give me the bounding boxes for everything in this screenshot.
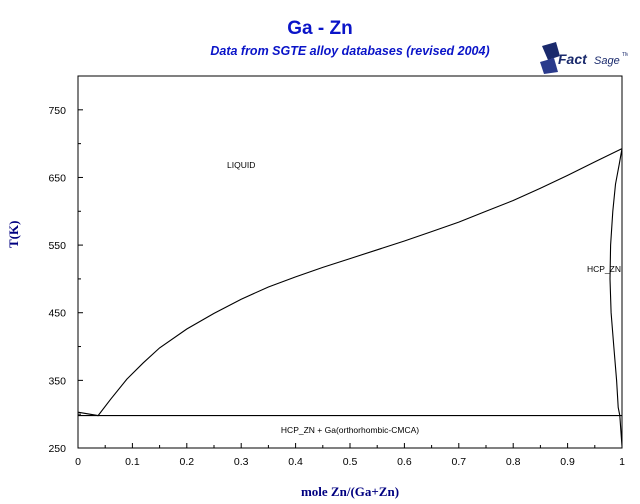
x-tick-label: 0.3	[234, 456, 249, 468]
x-tick-label: 0.5	[343, 456, 358, 468]
x-tick-label: 0.1	[125, 456, 140, 468]
y-tick-label: 550	[48, 240, 66, 252]
chart-subtitle: Data from SGTE alloy databases (revised …	[210, 44, 490, 58]
phase-label: HCP_ZN	[587, 264, 621, 274]
chart-title: Ga - Zn	[287, 18, 353, 39]
factsage-logo: Fact Sage TM	[540, 42, 628, 74]
x-tick-label: 0	[75, 456, 81, 468]
x-tick-label: 0.6	[397, 456, 412, 468]
svg-text:Sage: Sage	[594, 55, 620, 67]
y-tick-label: 450	[48, 308, 66, 320]
svg-text:Fact: Fact	[558, 51, 588, 67]
x-tick-label: 0.2	[179, 456, 194, 468]
x-tick-label: 1	[619, 456, 625, 468]
y-tick-label: 650	[48, 172, 66, 184]
phase-label: HCP_ZN + Ga(orthorhombic-CMCA)	[281, 425, 419, 435]
x-tick-label: 0.9	[560, 456, 575, 468]
series-liquidus	[77, 148, 623, 417]
y-tick-label: 750	[48, 105, 66, 117]
x-tick-label: 0.8	[506, 456, 521, 468]
x-axis-label: mole Zn/(Ga+Zn)	[300, 484, 400, 499]
y-tick-label: 350	[48, 375, 66, 387]
x-tick-label: 0.4	[288, 456, 303, 468]
svg-text:TM: TM	[622, 52, 628, 58]
phase-label: LIQUID	[227, 160, 255, 170]
x-tick-label: 0.7	[451, 456, 466, 468]
series-solidus	[609, 148, 623, 447]
plot-frame	[77, 75, 623, 449]
y-tick-label: 250	[48, 443, 66, 455]
